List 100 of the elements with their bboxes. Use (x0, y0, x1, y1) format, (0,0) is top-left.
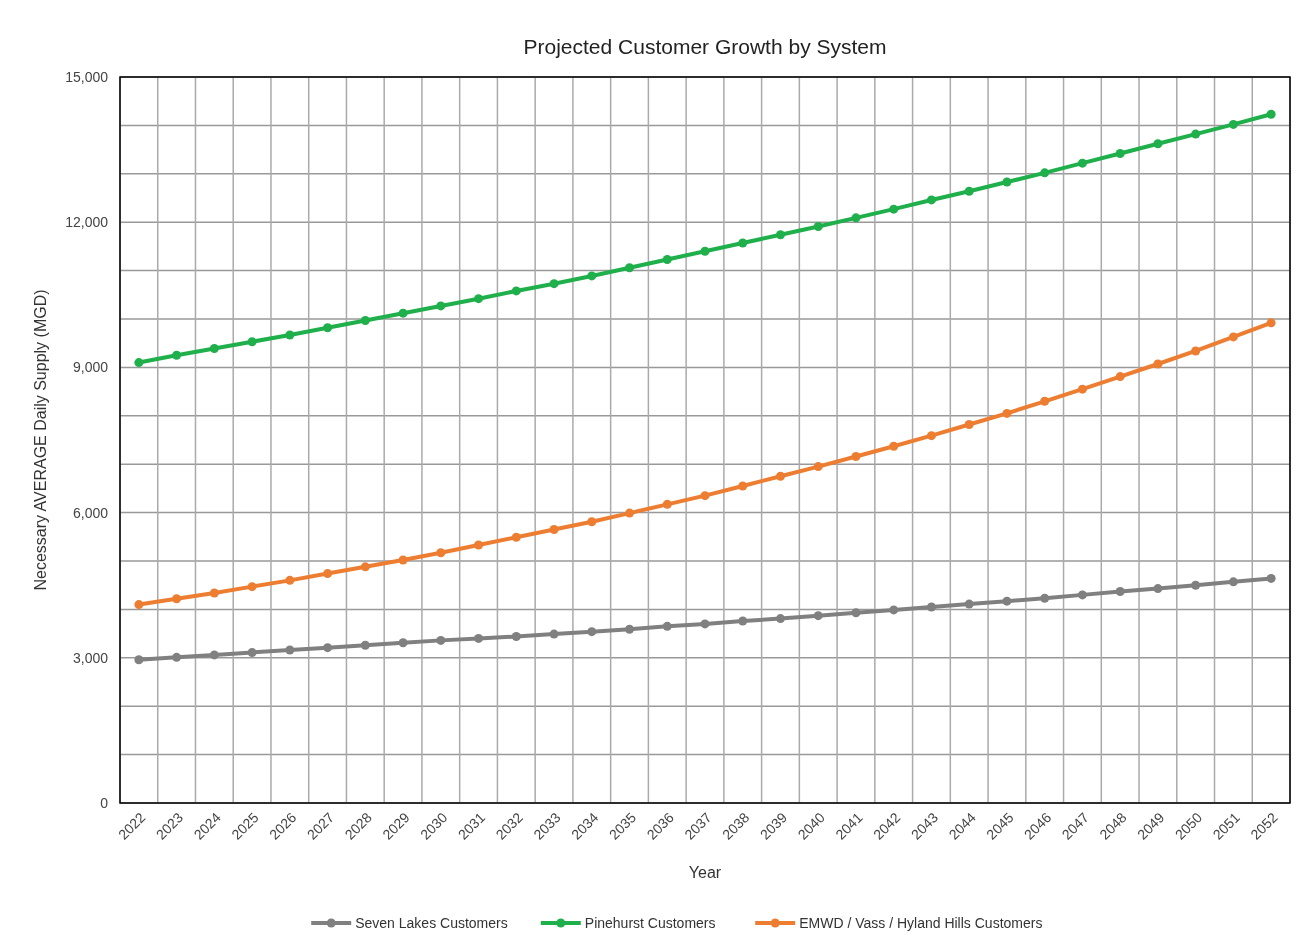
y-tick-label: 15,000 (65, 68, 109, 85)
point (775, 471, 785, 481)
point (813, 611, 823, 621)
point (474, 633, 484, 643)
point (738, 616, 748, 626)
point (134, 358, 144, 368)
point (1266, 573, 1276, 583)
point (172, 594, 182, 604)
point (549, 525, 559, 535)
x-axis-title: Year (688, 864, 722, 881)
legend-label: Pinehurst Customers (584, 914, 716, 931)
point (172, 350, 182, 360)
point (587, 627, 597, 637)
point (889, 605, 899, 615)
point (926, 431, 936, 441)
point (1002, 596, 1012, 606)
point (1115, 148, 1125, 158)
legend-label: Seven Lakes Customers (355, 914, 508, 931)
point (247, 337, 257, 347)
point (1266, 318, 1276, 328)
point (775, 614, 785, 624)
point (926, 195, 936, 205)
point (511, 532, 521, 542)
point (247, 582, 257, 592)
point (662, 499, 672, 509)
point (1040, 396, 1050, 406)
point (813, 462, 823, 472)
point (1077, 384, 1087, 394)
chart-title: Projected Customer Growth by System (523, 35, 887, 58)
point (889, 441, 899, 451)
point (889, 204, 899, 214)
point (1228, 332, 1238, 342)
point (474, 540, 484, 550)
point (625, 624, 635, 634)
point (1040, 168, 1050, 178)
point (134, 655, 144, 665)
point (209, 588, 219, 598)
point (436, 635, 446, 645)
point (549, 279, 559, 289)
point (511, 286, 521, 296)
point (398, 308, 408, 318)
point (360, 640, 370, 650)
point (625, 508, 635, 518)
point (172, 652, 182, 662)
y-tick-label: 3,000 (72, 649, 109, 666)
point (1077, 158, 1087, 168)
point (700, 491, 710, 501)
y-tick-label: 6,000 (72, 504, 109, 521)
y-tick-label: 9,000 (72, 359, 109, 376)
point (323, 643, 333, 653)
point (1191, 129, 1201, 139)
point (511, 632, 521, 641)
point (398, 555, 408, 565)
point (587, 517, 597, 527)
point (813, 222, 823, 232)
legend-label: EMWD / Vass / Hyland Hills Customers (799, 914, 1043, 931)
point (549, 629, 559, 639)
point (398, 638, 408, 648)
point (436, 548, 446, 558)
point (360, 562, 370, 572)
point (851, 213, 861, 223)
point (662, 621, 672, 631)
point (1228, 119, 1238, 129)
point (964, 599, 974, 609)
point (134, 600, 144, 610)
y-tick-label: 0 (100, 794, 109, 811)
point (1115, 372, 1125, 382)
point (1153, 584, 1163, 594)
point (1077, 590, 1087, 600)
point (1153, 139, 1163, 149)
point (1002, 408, 1012, 418)
point (1191, 580, 1201, 590)
point (851, 608, 861, 618)
point (209, 344, 219, 354)
point (1115, 586, 1125, 596)
point (474, 294, 484, 304)
point (285, 645, 295, 655)
point (285, 575, 295, 585)
point (662, 254, 672, 264)
point (323, 569, 333, 579)
point (1040, 593, 1050, 603)
point (209, 650, 219, 660)
point (926, 602, 936, 612)
point (700, 619, 710, 629)
point (436, 301, 446, 311)
point (738, 481, 748, 491)
point (285, 330, 295, 340)
point (851, 451, 861, 461)
point (625, 263, 635, 273)
point (587, 271, 597, 281)
point (360, 315, 370, 325)
y-tick-label: 12,000 (65, 214, 109, 231)
point (323, 323, 333, 333)
point (700, 246, 710, 256)
y-axis-title: Necessary AVERAGE Daily Supply (MGD) (32, 289, 49, 591)
point (1191, 346, 1201, 356)
point (738, 238, 748, 248)
point (247, 647, 257, 657)
point (1266, 109, 1276, 119)
point (1228, 577, 1238, 587)
